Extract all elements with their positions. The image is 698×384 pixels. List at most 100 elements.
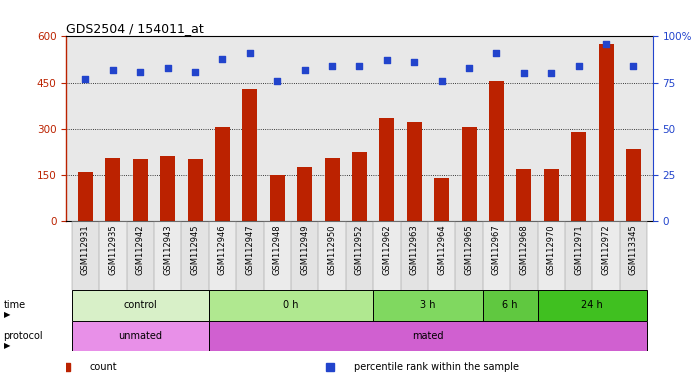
Text: GSM112931: GSM112931 (81, 224, 90, 275)
Text: GSM112968: GSM112968 (519, 224, 528, 275)
Point (628, 63, 639, 69)
Point (272, 78, 283, 84)
Text: unmated: unmated (118, 331, 162, 341)
Point (381, 57, 392, 63)
Bar (407, 122, 422, 221)
Text: GSM112964: GSM112964 (437, 224, 446, 275)
Bar (215, 127, 230, 221)
Text: 0 h: 0 h (283, 300, 299, 310)
Bar (434, 179, 450, 221)
Text: GSM112943: GSM112943 (163, 224, 172, 275)
Text: GSM112935: GSM112935 (108, 224, 117, 275)
Text: ▶: ▶ (3, 341, 10, 350)
Text: GSM112965: GSM112965 (465, 224, 473, 275)
Bar (72, 221, 99, 290)
Bar (209, 321, 647, 351)
Bar (209, 290, 373, 321)
Point (80, 76, 91, 82)
Bar (346, 221, 373, 290)
Text: GSM112970: GSM112970 (547, 224, 556, 275)
Bar (544, 169, 559, 221)
Bar (626, 149, 641, 221)
Point (217, 56, 228, 62)
Point (436, 78, 447, 84)
Bar (325, 158, 340, 221)
Bar (318, 221, 346, 290)
Text: GSM112942: GSM112942 (136, 224, 144, 275)
Bar (571, 132, 586, 221)
Text: control: control (124, 300, 157, 310)
Bar (72, 321, 209, 351)
Point (299, 66, 310, 73)
Text: GDS2504 / 154011_at: GDS2504 / 154011_at (66, 22, 204, 35)
Bar (105, 158, 121, 221)
Text: 3 h: 3 h (420, 300, 436, 310)
Bar (483, 290, 537, 321)
Point (189, 68, 200, 74)
Bar (620, 221, 647, 290)
Text: GSM112948: GSM112948 (273, 224, 282, 275)
Point (463, 65, 475, 71)
Bar (373, 221, 401, 290)
Text: 6 h: 6 h (503, 300, 518, 310)
Bar (537, 221, 565, 290)
Text: GSM112962: GSM112962 (383, 224, 392, 275)
Point (327, 63, 338, 69)
Bar (352, 152, 367, 221)
Point (135, 68, 146, 74)
Bar (242, 89, 258, 221)
Bar (489, 81, 504, 221)
Text: protocol: protocol (3, 331, 43, 341)
Text: GSM112949: GSM112949 (300, 224, 309, 275)
Bar (188, 159, 202, 221)
Text: GSM112971: GSM112971 (574, 224, 583, 275)
Bar (160, 156, 175, 221)
Bar (181, 221, 209, 290)
Text: GSM112950: GSM112950 (327, 224, 336, 275)
Text: mated: mated (413, 331, 444, 341)
Text: ▶: ▶ (3, 310, 10, 319)
Point (409, 59, 420, 65)
Point (491, 50, 502, 56)
Bar (428, 221, 455, 290)
Point (546, 70, 557, 76)
Point (519, 70, 530, 76)
Text: GSM112952: GSM112952 (355, 224, 364, 275)
Point (573, 63, 584, 69)
Bar (373, 290, 483, 321)
Bar (291, 221, 318, 290)
Bar (133, 159, 148, 221)
Bar (401, 221, 428, 290)
Bar (461, 127, 477, 221)
Point (244, 50, 255, 56)
Bar (510, 221, 537, 290)
Bar (269, 175, 285, 221)
Bar (593, 221, 620, 290)
Bar (264, 221, 291, 290)
Bar (236, 221, 264, 290)
Text: GSM112946: GSM112946 (218, 224, 227, 275)
Bar (126, 221, 154, 290)
Text: GSM112972: GSM112972 (602, 224, 611, 275)
Bar (379, 118, 394, 221)
Bar (598, 44, 614, 221)
Point (162, 65, 173, 71)
Bar (72, 290, 209, 321)
Text: GSM113345: GSM113345 (629, 224, 638, 275)
Bar (78, 172, 93, 221)
Bar (297, 167, 312, 221)
Text: percentile rank within the sample: percentile rank within the sample (354, 362, 519, 372)
Text: GSM112945: GSM112945 (191, 224, 200, 275)
Text: GSM112963: GSM112963 (410, 224, 419, 275)
Point (600, 41, 611, 47)
Bar (154, 221, 181, 290)
Bar (483, 221, 510, 290)
Bar (209, 221, 236, 290)
Text: count: count (90, 362, 117, 372)
Text: time: time (3, 300, 26, 310)
Point (107, 66, 119, 73)
Text: GSM112947: GSM112947 (246, 224, 254, 275)
Bar (99, 221, 126, 290)
Bar (537, 290, 647, 321)
Bar (565, 221, 593, 290)
